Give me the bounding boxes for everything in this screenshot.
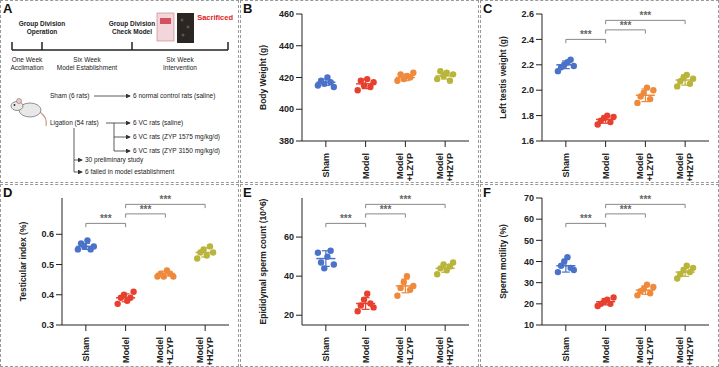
- svg-text:40: 40: [284, 271, 294, 281]
- html-text:C: C: [483, 1, 493, 16]
- svg-text:Body Weight (g): Body Weight (g): [258, 45, 268, 110]
- svg-text:***: ***: [340, 213, 352, 224]
- html-text:A: A: [3, 1, 13, 16]
- svg-text:Sham: Sham: [561, 337, 571, 362]
- svg-text:Group DivisionCheck Model: Group DivisionCheck Model: [109, 20, 156, 35]
- svg-text:Epididymal sperm count (10^6): Epididymal sperm count (10^6): [258, 198, 268, 324]
- svg-text:Left testis weight (g): Left testis weight (g): [498, 36, 508, 119]
- svg-text:Sham: Sham: [81, 337, 91, 362]
- svg-text:Model: Model: [361, 337, 371, 363]
- svg-text:Model+LZYP: Model+LZYP: [395, 153, 415, 181]
- svg-text:50: 50: [524, 236, 534, 246]
- svg-text:Model+HZYP: Model+HZYP: [435, 153, 455, 181]
- svg-text:60: 60: [524, 214, 534, 224]
- svg-text:2.6: 2.6: [521, 9, 534, 19]
- svg-text:***: ***: [580, 213, 592, 224]
- html-text:F: F: [483, 185, 491, 200]
- svg-text:Six WeekIntervention: Six WeekIntervention: [163, 56, 197, 71]
- svg-text:***: ***: [640, 10, 652, 21]
- svg-text:20: 20: [524, 299, 534, 309]
- svg-text:60: 60: [284, 232, 294, 242]
- svg-text:440: 440: [279, 41, 294, 51]
- svg-text:2.4: 2.4: [521, 35, 534, 45]
- svg-text:***: ***: [620, 204, 632, 215]
- svg-text:***: ***: [640, 194, 652, 205]
- svg-text:400: 400: [279, 104, 294, 114]
- svg-text:6 VC rats (ZYP 1575 mg/kg/d): 6 VC rats (ZYP 1575 mg/kg/d): [133, 133, 220, 141]
- svg-text:0.4: 0.4: [41, 290, 54, 300]
- svg-text:***: ***: [160, 194, 172, 205]
- svg-text:Ligation (54 rats): Ligation (54 rats): [50, 119, 99, 127]
- svg-text:Sham: Sham: [321, 153, 331, 178]
- svg-text:***: ***: [620, 20, 632, 31]
- html-text:B: B: [243, 1, 253, 16]
- svg-text:Six WeekModel Establishment: Six WeekModel Establishment: [57, 56, 118, 71]
- html-text:D: D: [3, 185, 13, 200]
- svg-text:Group DivisionOperation: Group DivisionOperation: [19, 20, 66, 36]
- svg-text:***: ***: [380, 204, 392, 215]
- svg-text:Model: Model: [121, 337, 131, 363]
- svg-text:Model+HZYP: Model+HZYP: [435, 337, 455, 365]
- svg-text:30 preliminary study: 30 preliminary study: [85, 156, 144, 164]
- svg-text:Sham: Sham: [321, 337, 331, 362]
- svg-text:Model: Model: [361, 153, 371, 179]
- svg-text:Model: Model: [601, 337, 611, 363]
- svg-text:40: 40: [524, 257, 534, 267]
- svg-text:Model: Model: [601, 153, 611, 179]
- svg-text:6 normal control rats (saline): 6 normal control rats (saline): [133, 92, 215, 100]
- svg-text:1.8: 1.8: [521, 111, 534, 121]
- svg-text:20: 20: [284, 310, 294, 320]
- svg-text:Model+LZYP: Model+LZYP: [395, 337, 415, 365]
- svg-text:***: ***: [400, 194, 412, 205]
- svg-text:380: 380: [279, 136, 294, 146]
- svg-text:1.6: 1.6: [521, 136, 534, 146]
- svg-text:Sperm motility (%): Sperm motility (%): [498, 224, 508, 299]
- svg-text:Model+HZYP: Model+HZYP: [675, 153, 695, 181]
- svg-text:30: 30: [524, 278, 534, 288]
- svg-text:6 VC rats (saline): 6 VC rats (saline): [133, 119, 183, 127]
- svg-text:Sham: Sham: [561, 153, 571, 178]
- svg-text:***: ***: [140, 204, 152, 215]
- svg-text:0.3: 0.3: [41, 320, 54, 330]
- svg-text:Testicular index (%): Testicular index (%): [18, 221, 28, 301]
- svg-text:Sacrificed: Sacrificed: [197, 13, 233, 22]
- svg-text:Model+LZYP: Model+LZYP: [155, 337, 175, 365]
- svg-text:0.5: 0.5: [41, 260, 54, 270]
- svg-text:6 VC rats (ZYP 3150 mg/kg/d): 6 VC rats (ZYP 3150 mg/kg/d): [133, 147, 220, 155]
- svg-text:Model+LZYP: Model+LZYP: [635, 337, 655, 365]
- svg-text:6 failed in model establishmen: 6 failed in model establishment: [85, 168, 174, 175]
- svg-text:2.0: 2.0: [521, 85, 534, 95]
- svg-text:2.2: 2.2: [521, 60, 534, 70]
- svg-text:Model+HZYP: Model+HZYP: [195, 337, 215, 365]
- html-text:E: E: [243, 185, 252, 200]
- svg-text:Model+HZYP: Model+HZYP: [675, 337, 695, 365]
- svg-text:0.6: 0.6: [41, 229, 54, 239]
- svg-text:10: 10: [524, 320, 534, 330]
- svg-text:***: ***: [100, 213, 112, 224]
- svg-text:Model+LZYP: Model+LZYP: [635, 153, 655, 181]
- svg-text:420: 420: [279, 73, 294, 83]
- svg-text:***: ***: [580, 29, 592, 40]
- svg-text:460: 460: [279, 9, 294, 19]
- svg-text:One WeekAcclimation: One WeekAcclimation: [10, 56, 44, 71]
- svg-text:Sham (6 rats): Sham (6 rats): [50, 92, 89, 100]
- svg-text:70: 70: [524, 193, 534, 203]
